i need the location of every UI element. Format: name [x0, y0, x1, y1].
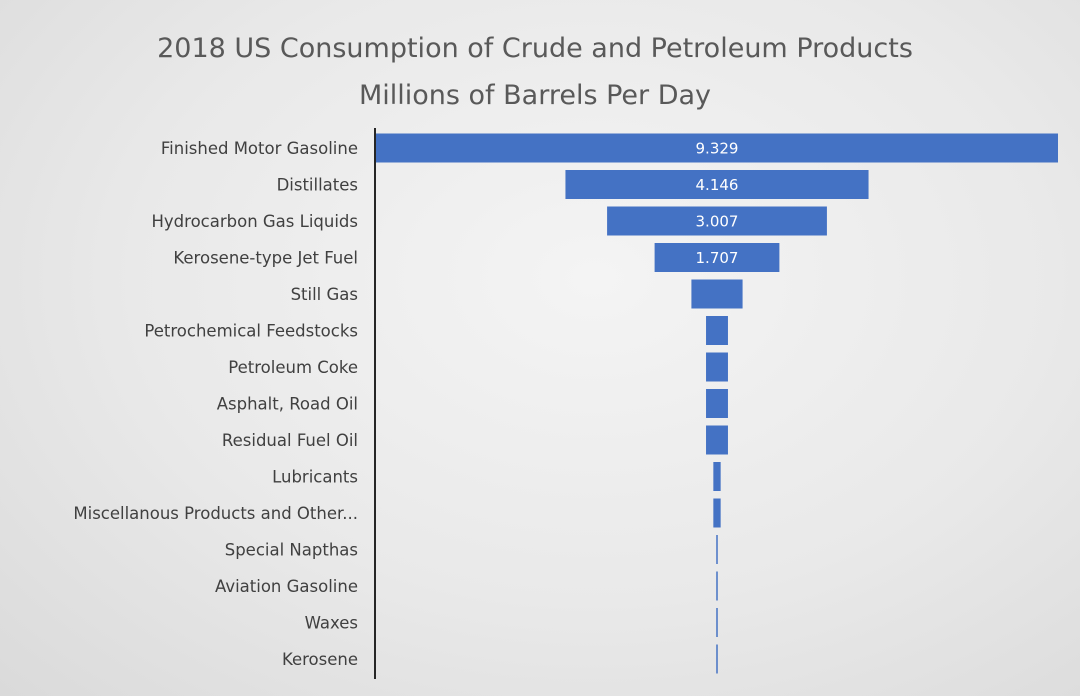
data-label: 4.146 — [696, 176, 739, 194]
bar-petrochemical-feedstocks — [706, 316, 728, 345]
bar-kerosene-type-jet-fuel — [654, 243, 780, 272]
category-label-group: Finished Motor Gasoline Distillates Hydroc… — [73, 139, 358, 669]
category-label: Still Gas — [291, 285, 358, 304]
data-label: 1.707 — [696, 249, 739, 267]
category-label: Kerosene — [282, 650, 358, 669]
chart-title: 2018 US Consumption of Crude and Petrole… — [157, 33, 913, 64]
bar-asphalt-road-oil — [706, 389, 728, 418]
category-label: Lubricants — [272, 468, 358, 487]
category-label: Finished Motor Gasoline — [161, 139, 358, 158]
bar-lubricants — [713, 462, 721, 491]
bar-special-napthas — [716, 535, 718, 564]
bar-finished-motor-gasoline — [376, 133, 1058, 163]
bar-residual-fuel-oil — [706, 425, 728, 455]
chart-subtitle: Millions of Barrels Per Day — [359, 80, 711, 111]
category-label: Petroleum Coke — [228, 358, 358, 377]
bar-still-gas — [691, 279, 743, 309]
category-label: Kerosene-type Jet Fuel — [173, 249, 358, 268]
data-label: 9.329 — [696, 140, 739, 158]
category-label: Residual Fuel Oil — [222, 431, 358, 450]
category-label: Asphalt, Road Oil — [217, 395, 358, 414]
bar-group — [376, 133, 1058, 674]
category-label: Miscellanous Products and Other... — [73, 504, 358, 523]
data-label: 3.007 — [696, 213, 739, 231]
bar-kerosene — [716, 644, 718, 674]
bar-hydrocarbon-gas-liquids — [607, 206, 827, 236]
category-label: Distillates — [277, 176, 358, 195]
bar-petroleum-coke — [706, 352, 728, 382]
category-label: Special Napthas — [225, 541, 358, 560]
category-label: Waxes — [305, 614, 358, 633]
bar-miscellanous-products-and-other — [713, 498, 721, 528]
bar-waxes — [716, 608, 718, 637]
category-label: Hydrocarbon Gas Liquids — [152, 212, 359, 231]
category-label: Aviation Gasoline — [215, 577, 358, 596]
category-label: Petrochemical Feedstocks — [144, 322, 358, 341]
data-label-group: 9.329 4.146 3.007 1.707 — [696, 140, 739, 268]
bar-distillates — [565, 170, 869, 199]
bar-aviation-gasoline — [716, 571, 718, 601]
